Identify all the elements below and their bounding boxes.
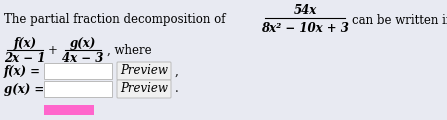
- Text: 54x: 54x: [293, 3, 316, 17]
- Text: g(x): g(x): [70, 36, 96, 49]
- Text: Preview: Preview: [120, 65, 168, 78]
- FancyBboxPatch shape: [117, 80, 171, 98]
- FancyBboxPatch shape: [44, 105, 94, 115]
- FancyBboxPatch shape: [44, 81, 112, 97]
- Text: f(x): f(x): [13, 36, 37, 49]
- FancyBboxPatch shape: [44, 63, 112, 79]
- FancyBboxPatch shape: [117, 62, 171, 80]
- Text: Preview: Preview: [120, 83, 168, 96]
- Text: can be written in the form of: can be written in the form of: [352, 14, 447, 27]
- Text: +: +: [48, 44, 58, 57]
- Text: 2x − 1: 2x − 1: [4, 51, 46, 65]
- Text: 4x − 3: 4x − 3: [62, 51, 104, 65]
- Text: .: .: [175, 83, 179, 96]
- Text: g(x) =: g(x) =: [4, 83, 44, 96]
- Text: The partial fraction decomposition of: The partial fraction decomposition of: [4, 14, 225, 27]
- Text: f(x) =: f(x) =: [4, 65, 41, 78]
- Text: 8x² − 10x + 3: 8x² − 10x + 3: [261, 21, 349, 35]
- Text: ,: ,: [175, 65, 179, 78]
- Text: , where: , where: [107, 44, 152, 57]
